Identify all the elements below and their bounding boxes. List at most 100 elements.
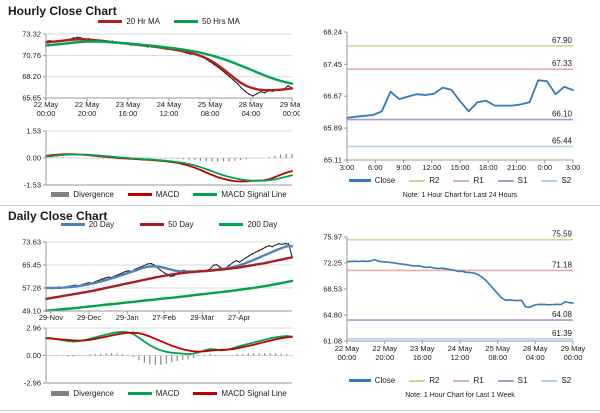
svg-text:-2.96: -2.96 <box>24 379 41 388</box>
legend-swatch <box>127 392 152 395</box>
legend-label: 20 Hr MA <box>126 17 160 26</box>
svg-text:3:00: 3:00 <box>566 163 581 172</box>
legend-label: Divergence <box>73 389 114 398</box>
legend-label: MACD Signal Line <box>221 389 287 398</box>
weekly-pivot-legend: Close R2 R1 S1 S2 <box>347 376 573 385</box>
legend-item: S2 <box>541 176 571 185</box>
legend-swatch <box>409 379 426 382</box>
svg-text:04:00: 04:00 <box>526 353 545 362</box>
svg-text:61.39: 61.39 <box>552 329 573 338</box>
svg-text:29-Jan: 29-Jan <box>116 313 139 322</box>
bottom-divider <box>0 410 600 411</box>
svg-text:00:00: 00:00 <box>338 353 357 362</box>
legend-item: S1 <box>497 176 528 185</box>
legend-label: S2 <box>561 376 572 385</box>
svg-text:0.00: 0.00 <box>26 351 41 360</box>
legend-label: R2 <box>429 176 440 185</box>
svg-text:22 May: 22 May <box>34 100 59 109</box>
daily-macd-legend: Divergence MACD MACD Signal Line <box>46 389 292 398</box>
legend-item: S2 <box>541 376 571 385</box>
svg-text:28 May: 28 May <box>239 100 264 109</box>
legend-item: 200 Day <box>219 220 277 229</box>
svg-text:1.53: 1.53 <box>26 127 41 136</box>
svg-text:29 May: 29 May <box>561 344 586 353</box>
legend-item: 20 Hr MA <box>98 17 160 26</box>
svg-text:3:00: 3:00 <box>340 163 355 172</box>
svg-text:04:00: 04:00 <box>242 109 261 118</box>
svg-text:00:00: 00:00 <box>37 109 56 118</box>
legend-item: MACD Signal Line <box>193 389 287 398</box>
svg-text:27-Feb: 27-Feb <box>152 313 176 322</box>
legend-label: 50 Day <box>168 220 194 229</box>
legend-swatch <box>541 379 558 382</box>
svg-text:73.63: 73.63 <box>22 238 41 247</box>
legend-item: R1 <box>453 176 484 185</box>
svg-text:08:00: 08:00 <box>488 353 507 362</box>
svg-text:-1.53: -1.53 <box>24 181 41 190</box>
legend-swatch <box>497 179 514 182</box>
svg-text:12:00: 12:00 <box>160 109 179 118</box>
svg-text:0:00: 0:00 <box>537 163 552 172</box>
svg-text:27-Apr: 27-Apr <box>228 313 251 322</box>
svg-text:67.45: 67.45 <box>323 60 342 69</box>
svg-text:15:00: 15:00 <box>451 163 470 172</box>
svg-text:24 May: 24 May <box>157 100 182 109</box>
svg-text:24 May: 24 May <box>448 344 473 353</box>
legend-item: MACD <box>127 190 179 199</box>
svg-text:64.80: 64.80 <box>323 311 342 320</box>
legend-swatch <box>51 391 70 396</box>
legend-swatch <box>348 379 371 382</box>
svg-text:9:00: 9:00 <box>396 163 411 172</box>
legend-label: 20 Day <box>88 220 115 229</box>
svg-text:00:00: 00:00 <box>283 109 300 118</box>
hourly-pivot-note: Note: 1 Hour Chart for Last 24 Hours <box>402 192 518 199</box>
section-divider <box>0 205 600 206</box>
svg-text:12:00: 12:00 <box>451 353 470 362</box>
legend-label: R1 <box>473 376 484 385</box>
legend-label: S1 <box>517 376 528 385</box>
hourly-pivot-legend: Close R2 R1 S1 S2 <box>347 176 573 185</box>
svg-text:6:00: 6:00 <box>368 163 383 172</box>
svg-text:23 May: 23 May <box>410 344 435 353</box>
legend-label: S2 <box>561 176 572 185</box>
legend-swatch <box>193 392 218 395</box>
legend-item: MACD Signal Line <box>193 190 287 199</box>
svg-text:67.33: 67.33 <box>552 59 573 68</box>
svg-text:64.08: 64.08 <box>552 310 573 319</box>
svg-text:16:00: 16:00 <box>119 109 138 118</box>
hourly-pivot-chart: 67.90 67.33 66.10 65.44 68.24 67.45 66.67 65.89… <box>323 28 581 173</box>
svg-text:67.90: 67.90 <box>552 36 573 45</box>
legend-swatch <box>541 179 558 182</box>
legend-swatch <box>127 193 152 196</box>
svg-text:22 May: 22 May <box>335 344 360 353</box>
svg-text:22 May: 22 May <box>372 344 397 353</box>
legend-label: MACD Signal Line <box>221 190 287 199</box>
svg-text:70.76: 70.76 <box>22 51 41 60</box>
svg-text:72.25: 72.25 <box>323 258 342 267</box>
svg-text:75.59: 75.59 <box>552 230 573 239</box>
svg-text:29 May: 29 May <box>280 100 300 109</box>
svg-text:29-Dec: 29-Dec <box>77 313 101 322</box>
svg-text:66.67: 66.67 <box>323 92 342 101</box>
legend-item: R2 <box>409 176 439 185</box>
svg-text:21:00: 21:00 <box>507 163 526 172</box>
weekly-pivot-note: Note: 1 Hour Chart for Last 1 Week <box>405 392 515 399</box>
legend-label: S1 <box>517 176 528 185</box>
svg-text:28 May: 28 May <box>523 344 548 353</box>
svg-text:68.20: 68.20 <box>22 72 41 81</box>
svg-text:71.18: 71.18 <box>552 260 573 269</box>
hourly-price-legend: 20 Hr MA 50 Hrs MA <box>46 17 292 26</box>
legend-swatch <box>219 222 244 227</box>
legend-swatch <box>193 193 218 196</box>
svg-text:29-Mar: 29-Mar <box>190 313 214 322</box>
legend-label: 200 Day <box>247 220 278 229</box>
svg-text:66.10: 66.10 <box>552 110 573 119</box>
legend-label: 50 Hrs MA <box>202 17 240 26</box>
legend-item: Close <box>348 176 395 185</box>
hourly-macd-legend: Divergence MACD MACD Signal Line <box>46 190 292 199</box>
daily-price-legend: 20 Day 50 Day 200 Day <box>46 220 292 229</box>
daily-macd-chart: 2.96 0.00 -2.96 <box>24 324 293 388</box>
legend-swatch <box>453 179 470 182</box>
